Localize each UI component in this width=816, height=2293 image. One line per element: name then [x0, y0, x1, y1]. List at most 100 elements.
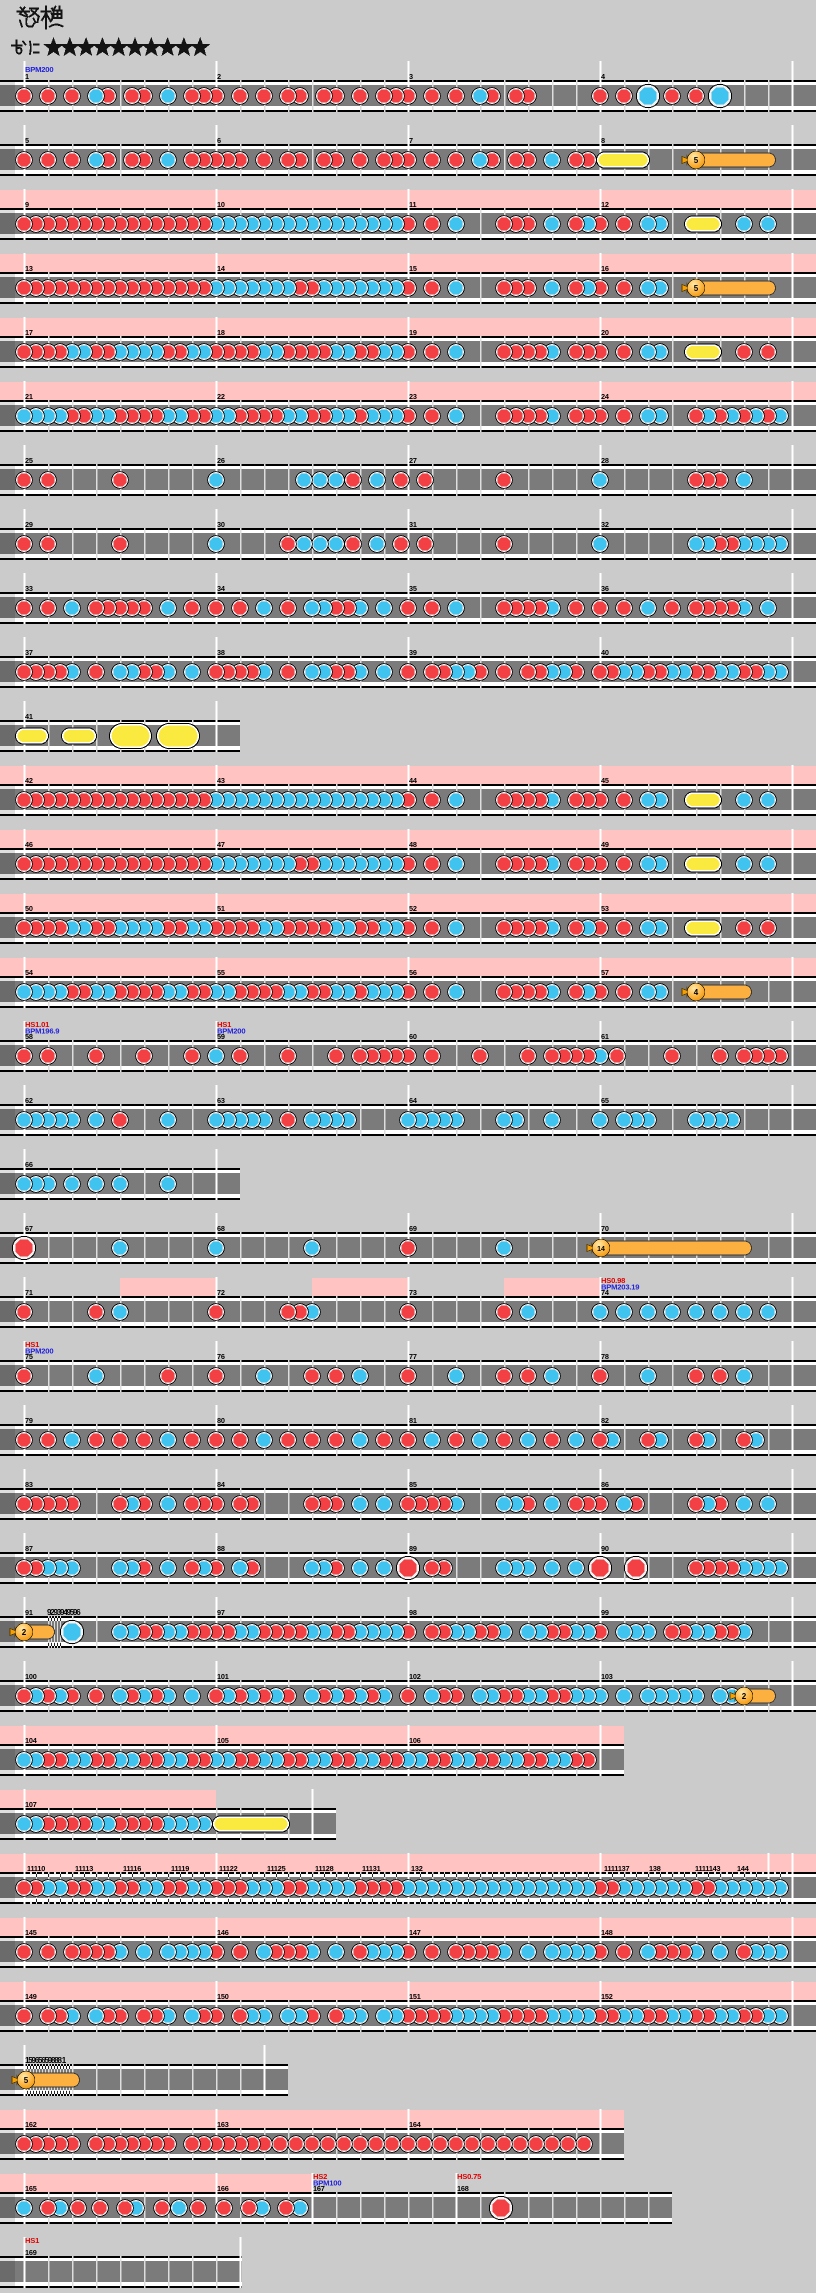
- svg-text:89: 89: [409, 1544, 417, 1553]
- svg-text:81: 81: [409, 1416, 417, 1425]
- svg-text:147: 147: [409, 1928, 421, 1937]
- svg-text:11110: 11110: [27, 1864, 45, 1873]
- svg-text:11113: 11113: [75, 1864, 93, 1873]
- svg-text:20: 20: [601, 328, 609, 337]
- svg-text:50: 50: [25, 904, 33, 913]
- svg-text:34: 34: [217, 584, 226, 593]
- svg-text:58: 58: [25, 1032, 33, 1041]
- svg-text:151: 151: [409, 1992, 421, 2001]
- svg-text:91: 91: [25, 1608, 33, 1617]
- svg-text:72: 72: [217, 1288, 225, 1297]
- svg-text:166: 166: [217, 2184, 229, 2193]
- svg-text:38: 38: [217, 648, 225, 657]
- svg-text:145: 145: [25, 1928, 37, 1937]
- svg-text:HS1: HS1: [25, 2236, 40, 2245]
- svg-text:150: 150: [217, 1992, 229, 2001]
- svg-text:11131: 11131: [362, 1864, 381, 1873]
- svg-text:8: 8: [601, 136, 605, 145]
- svg-text:31: 31: [409, 520, 417, 529]
- svg-text:14: 14: [217, 264, 226, 273]
- svg-text:11119: 11119: [171, 1864, 189, 1873]
- svg-text:30: 30: [217, 520, 225, 529]
- svg-text:84: 84: [217, 1480, 226, 1489]
- svg-text:26: 26: [217, 456, 225, 465]
- svg-text:149: 149: [25, 1992, 37, 2001]
- svg-text:28: 28: [601, 456, 609, 465]
- svg-text:144: 144: [737, 1864, 750, 1873]
- svg-text:61: 61: [601, 1032, 609, 1041]
- svg-text:78: 78: [601, 1352, 609, 1361]
- svg-text:9: 9: [25, 200, 29, 209]
- svg-text:85: 85: [409, 1480, 417, 1489]
- svg-text:HS2: HS2: [313, 2172, 327, 2181]
- svg-text:87: 87: [25, 1544, 33, 1553]
- svg-text:10: 10: [217, 200, 225, 209]
- svg-text:40: 40: [601, 648, 609, 657]
- svg-text:99: 99: [601, 1608, 609, 1617]
- svg-text:49: 49: [601, 840, 609, 849]
- svg-text:35: 35: [409, 584, 417, 593]
- svg-text:22: 22: [217, 392, 225, 401]
- svg-text:63: 63: [217, 1096, 225, 1105]
- svg-text:55: 55: [217, 968, 225, 977]
- svg-text:19: 19: [409, 328, 417, 337]
- svg-text:23: 23: [409, 392, 417, 401]
- svg-text:60: 60: [409, 1032, 417, 1041]
- svg-text:69: 69: [409, 1224, 417, 1233]
- svg-text:16: 16: [601, 264, 609, 273]
- svg-text:15: 15: [409, 264, 417, 273]
- svg-text:71: 71: [25, 1288, 33, 1297]
- svg-text:BPM196.9: BPM196.9: [25, 1027, 59, 1036]
- svg-text:15965659888 1: 15965659888 1: [25, 2056, 67, 2065]
- svg-text:103: 103: [601, 1672, 613, 1681]
- svg-text:5: 5: [694, 284, 699, 293]
- svg-text:HS1: HS1: [25, 1340, 40, 1349]
- svg-text:68: 68: [217, 1224, 225, 1233]
- svg-text:148: 148: [601, 1928, 613, 1937]
- svg-text:BPM200: BPM200: [25, 65, 53, 74]
- svg-text:3: 3: [409, 72, 413, 81]
- svg-text:90: 90: [601, 1544, 609, 1553]
- svg-text:HS1: HS1: [217, 1020, 232, 1029]
- svg-text:18: 18: [217, 328, 225, 337]
- svg-text:88: 88: [217, 1544, 225, 1553]
- svg-text:48: 48: [409, 840, 417, 849]
- svg-text:HS0.98: HS0.98: [601, 1276, 625, 1285]
- svg-text:169: 169: [25, 2248, 37, 2257]
- svg-text:83: 83: [25, 1480, 33, 1489]
- svg-text:13: 13: [25, 264, 33, 273]
- svg-text:132: 132: [411, 1864, 423, 1873]
- svg-text:168: 168: [457, 2184, 469, 2193]
- svg-text:41: 41: [25, 712, 33, 721]
- svg-text:45: 45: [601, 776, 609, 785]
- svg-text:73: 73: [409, 1288, 417, 1297]
- svg-text:5: 5: [24, 2076, 29, 2085]
- svg-text:79: 79: [25, 1416, 33, 1425]
- svg-text:6: 6: [217, 136, 221, 145]
- svg-text:44: 44: [409, 776, 418, 785]
- svg-text:33: 33: [25, 584, 33, 593]
- svg-text:47: 47: [217, 840, 225, 849]
- svg-text:27: 27: [409, 456, 417, 465]
- svg-text:106: 106: [409, 1736, 421, 1745]
- svg-text:43: 43: [217, 776, 225, 785]
- svg-text:59: 59: [217, 1032, 225, 1041]
- svg-text:HS1.01: HS1.01: [25, 1020, 50, 1029]
- svg-text:32: 32: [601, 520, 609, 529]
- svg-text:25: 25: [25, 456, 33, 465]
- svg-text:65: 65: [601, 1096, 609, 1105]
- svg-text:107: 107: [25, 1800, 37, 1809]
- svg-text:9293949596: 9293949596: [47, 1608, 81, 1617]
- svg-text:29: 29: [25, 520, 33, 529]
- svg-text:82: 82: [601, 1416, 609, 1425]
- svg-text:167: 167: [313, 2184, 325, 2193]
- svg-text:24: 24: [601, 392, 610, 401]
- svg-text:11122: 11122: [219, 1864, 238, 1873]
- svg-text:66: 66: [25, 1160, 33, 1169]
- svg-text:80: 80: [217, 1416, 225, 1425]
- svg-text:4: 4: [694, 988, 699, 997]
- svg-text:46: 46: [25, 840, 33, 849]
- svg-text:4: 4: [601, 72, 606, 81]
- svg-text:152: 152: [601, 1992, 613, 2001]
- svg-text:2: 2: [217, 72, 221, 81]
